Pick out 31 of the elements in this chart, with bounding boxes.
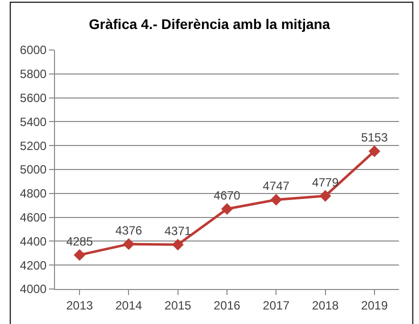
y-tick-label: 5400: [20, 114, 47, 129]
point: [270, 194, 282, 206]
y-tick-label: 4400: [20, 234, 47, 248]
x-tick-label: 2014: [115, 298, 142, 312]
y-tick-label: 4200: [20, 258, 47, 272]
data-label: 5153: [361, 130, 388, 145]
y-tick-label: 4000: [20, 282, 47, 296]
x-tick-label: 2013: [66, 298, 94, 312]
point: [368, 145, 380, 158]
data-label: 4747: [262, 179, 290, 194]
data-label: 4779: [312, 175, 339, 190]
point: [319, 190, 332, 202]
y-tick-label: 5200: [20, 138, 47, 153]
y-tick-label: 5600: [20, 91, 47, 105]
data-label: 4376: [115, 223, 142, 238]
data-label: 4371: [164, 224, 192, 238]
point: [74, 249, 86, 261]
x-tick-label: 2016: [214, 298, 241, 312]
x-tick-label: 2015: [164, 298, 192, 312]
chart-title: Gràfica 4.- Diferència amb la mitjana: [88, 16, 330, 32]
y-tick-label: 4600: [20, 210, 47, 224]
y-tick-label: 4800: [20, 186, 47, 201]
y-tick-label: 6000: [20, 43, 47, 58]
y-tick-label: 5000: [20, 162, 47, 177]
x-tick-label: 2018: [312, 298, 339, 312]
point: [122, 238, 135, 250]
point: [172, 238, 184, 251]
y-tick-label: 5800: [20, 67, 47, 82]
point: [221, 203, 233, 215]
x-tick-label: 2017: [262, 298, 290, 312]
x-tick-label: 2019: [361, 298, 388, 312]
